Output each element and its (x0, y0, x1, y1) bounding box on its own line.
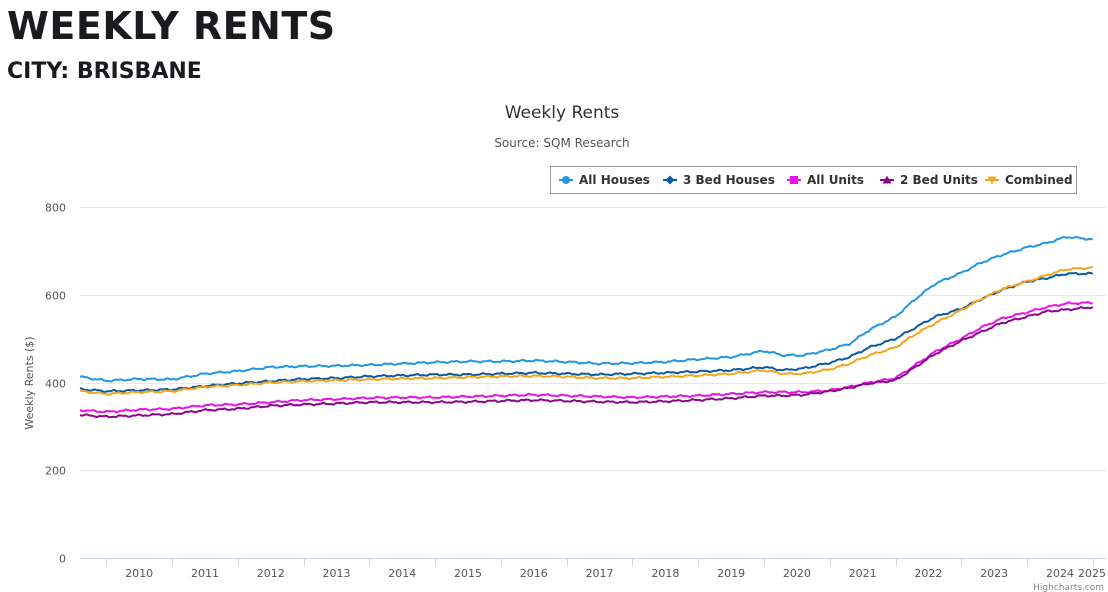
legend-label: All Units (807, 173, 864, 187)
legend-item-5[interactable]: Combined (985, 173, 1073, 187)
legend[interactable]: All Houses 3 Bed Houses All Units 2 Bed Uni… (550, 166, 1077, 194)
page-title: WEEKLY RENTS (7, 4, 336, 48)
x-tick-label: 2018 (651, 567, 679, 580)
credits: Highcharts.com (1033, 583, 1104, 592)
legend-item-3[interactable]: All Units (787, 173, 864, 187)
x-tick-label: 2025 (1078, 567, 1106, 580)
y-tick-label: 800 (45, 202, 66, 215)
legend-marker-diamond-icon (665, 175, 675, 185)
x-tick-label: 2014 (388, 567, 416, 580)
x-tick-label: 2015 (454, 567, 482, 580)
legend-label: Combined (1005, 173, 1073, 187)
x-tick-label: 2010 (125, 567, 153, 580)
legend-item-2[interactable]: 3 Bed Houses (663, 173, 775, 187)
x-tick-label: 2011 (191, 567, 219, 580)
y-tick-label: 400 (45, 378, 66, 391)
series-line-1[interactable] (79, 235, 1094, 383)
x-tick-label: 2021 (849, 567, 877, 580)
chart-subtitle: Source: SQM Research (494, 136, 629, 150)
x-tick-label: 2019 (717, 567, 745, 580)
series-line-5[interactable] (79, 265, 1094, 396)
legend-item-4[interactable]: 2 Bed Units (880, 173, 978, 187)
x-tick-label: 2022 (914, 567, 942, 580)
y-tick-label: 600 (45, 290, 66, 303)
x-tick-label: 2017 (586, 567, 614, 580)
x-axis: 2010 2011 2012 2013 2014 2015 2016 2017 2018 2019… (80, 558, 1106, 580)
legend-marker-circle-icon (562, 176, 570, 184)
legend-marker-square-icon (790, 176, 798, 184)
x-tick-label: 2024 (1046, 567, 1074, 580)
legend-label: All Houses (579, 173, 650, 187)
x-tick-label: 2013 (323, 567, 351, 580)
series-line-4[interactable] (79, 306, 1094, 419)
page-subtitle: CITY: BRISBANE (7, 59, 202, 84)
x-tick-label: 2016 (520, 567, 548, 580)
legend-marker-triangle-down-icon (987, 176, 997, 185)
series-group (79, 235, 1094, 419)
legend-label: 3 Bed Houses (683, 173, 775, 187)
legend-marker-triangle-icon (882, 175, 892, 184)
x-tick-label: 2020 (783, 567, 811, 580)
y-tick-label: 200 (45, 465, 66, 478)
legend-item-1[interactable]: All Houses (559, 173, 650, 187)
y-tick-label: 0 (59, 553, 66, 566)
y-axis-title: Weekly Rents ($) (23, 336, 36, 429)
chart-title: Weekly Rents (505, 103, 620, 123)
x-tick-label: 2023 (980, 567, 1008, 580)
x-tick-label: 2012 (257, 567, 285, 580)
legend-label: 2 Bed Units (900, 173, 978, 187)
series-line-3[interactable] (79, 301, 1093, 414)
y-axis-tick-labels: 0 200 400 600 800 (45, 202, 66, 566)
series-line-2[interactable] (79, 271, 1094, 394)
